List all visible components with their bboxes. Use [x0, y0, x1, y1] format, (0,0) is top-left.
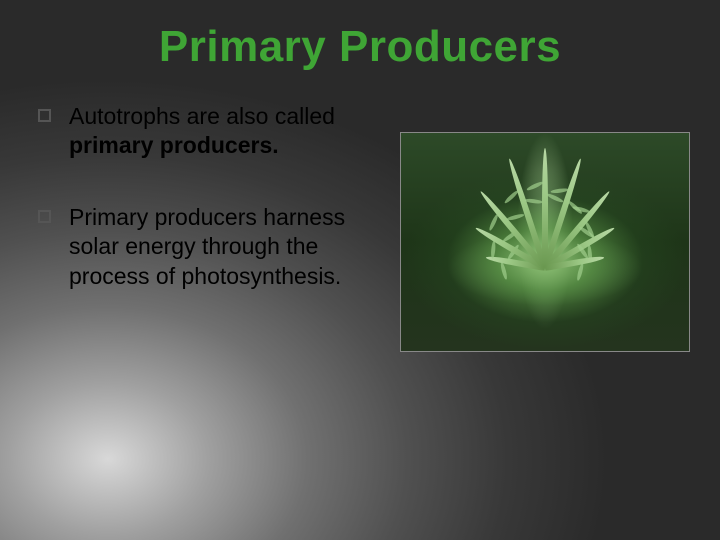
square-bullet-icon [38, 210, 51, 223]
fern-illustration [401, 133, 689, 351]
bullet-text: Autotrophs are also called primary produ… [69, 102, 390, 161]
text-run-bold: primary producers. [69, 132, 279, 158]
bullet-item: Autotrophs are also called primary produ… [38, 102, 390, 161]
image-column [390, 102, 700, 352]
bullet-item: Primary producers harness solar energy t… [38, 203, 390, 291]
slide-title: Primary Producers [0, 0, 720, 72]
bullet-text: Primary producers harness solar energy t… [69, 203, 390, 291]
text-run: Primary producers harness solar energy t… [69, 204, 345, 289]
content-area: Autotrophs are also called primary produ… [0, 72, 720, 352]
square-bullet-icon [38, 109, 51, 122]
fern-image [400, 132, 690, 352]
slide: Primary Producers Autotrophs are also ca… [0, 0, 720, 540]
text-run: Autotrophs are also called [69, 103, 335, 129]
text-column: Autotrophs are also called primary produ… [20, 102, 390, 352]
